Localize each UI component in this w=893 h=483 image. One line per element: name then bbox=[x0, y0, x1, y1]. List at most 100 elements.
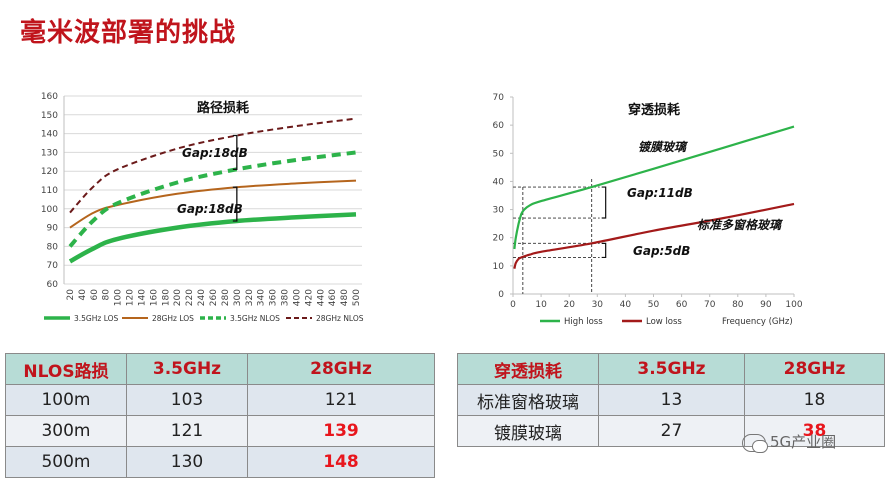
x-tick-label: 30 bbox=[592, 300, 604, 310]
x-tick-label: 300 bbox=[233, 289, 243, 306]
nlos-table: NLOS路损 3.5GHz 28GHz 100m 103 121 300m 12… bbox=[5, 353, 435, 478]
table-cell: 103 bbox=[126, 384, 248, 416]
x-tick-label: 60 bbox=[90, 289, 100, 301]
table-cell: 100m bbox=[5, 384, 127, 416]
table-header-cell: NLOS路损 bbox=[5, 353, 127, 385]
chart-title: 穿透损耗 bbox=[628, 102, 680, 118]
table-row: 镀膜玻璃 27 38 bbox=[457, 415, 885, 447]
table-cell: 300m bbox=[5, 415, 127, 447]
table-cell-highlight: 148 bbox=[247, 446, 435, 478]
x-tick-label: 60 bbox=[676, 300, 688, 310]
series-line bbox=[69, 179, 357, 229]
y-tick-label: 140 bbox=[41, 130, 58, 140]
legend-label: 3.5GHz NLOS bbox=[230, 314, 280, 323]
x-tick-label: 10 bbox=[535, 300, 547, 310]
x-tick-label: 400 bbox=[292, 289, 302, 306]
table-header-cell: 3.5GHz bbox=[126, 353, 248, 385]
y-tick-label: 110 bbox=[41, 186, 58, 196]
x-tick-label: 0 bbox=[510, 300, 516, 310]
penetration-table: 穿透损耗 3.5GHz 28GHz 标准窗格玻璃 13 18 镀膜玻璃 27 3… bbox=[457, 353, 885, 447]
x-tick-label: 40 bbox=[620, 300, 632, 310]
watermark: 5G产业圈 bbox=[742, 431, 837, 453]
gap-bracket bbox=[232, 186, 238, 222]
series-line bbox=[513, 125, 795, 250]
y-tick-label: 70 bbox=[47, 261, 59, 271]
x-tick-label: 70 bbox=[704, 300, 716, 310]
gap-annotation: Gap:5dB bbox=[633, 244, 690, 258]
x-tick-label: 240 bbox=[197, 289, 207, 306]
x-tick-label: 340 bbox=[257, 289, 267, 306]
x-tick-label: 320 bbox=[245, 289, 255, 306]
gap-annotation: Gap:11dB bbox=[627, 186, 693, 200]
x-tick-label: 40 bbox=[78, 289, 88, 301]
gap-bracket bbox=[232, 134, 238, 170]
y-tick-label: 150 bbox=[41, 111, 58, 121]
x-tick-label: 380 bbox=[281, 289, 291, 306]
table-cell: 500m bbox=[5, 446, 127, 478]
x-tick-label: 50 bbox=[648, 300, 660, 310]
y-tick-label: 70 bbox=[493, 93, 505, 103]
table-row: 500m 130 148 bbox=[5, 446, 435, 478]
series-line bbox=[69, 117, 357, 214]
table-header-cell: 穿透损耗 bbox=[457, 353, 599, 385]
x-tick-label: 100 bbox=[785, 300, 802, 310]
table-row: 100m 103 121 bbox=[5, 384, 435, 416]
table-cell: 18 bbox=[744, 384, 885, 416]
table-cell: 27 bbox=[598, 415, 745, 447]
legend-label: 28GHz LOS bbox=[152, 314, 194, 323]
legend-label: Low loss bbox=[646, 317, 682, 327]
table-cell: 标准窗格玻璃 bbox=[457, 384, 599, 416]
y-tick-label: 60 bbox=[47, 280, 59, 290]
y-tick-label: 120 bbox=[41, 167, 58, 177]
y-tick-label: 130 bbox=[41, 148, 58, 158]
gap-bracket bbox=[601, 186, 607, 219]
y-tick-label: 60 bbox=[493, 121, 505, 131]
x-tick-label: 140 bbox=[137, 289, 147, 306]
y-tick-label: 90 bbox=[47, 224, 59, 234]
table-header-row: NLOS路损 3.5GHz 28GHz bbox=[5, 353, 435, 385]
table-cell: 121 bbox=[126, 415, 248, 447]
x-tick-label: 460 bbox=[328, 289, 338, 306]
y-tick-label: 20 bbox=[493, 234, 505, 244]
x-tick-label: 160 bbox=[149, 289, 159, 306]
table-header-row: 穿透损耗 3.5GHz 28GHz bbox=[457, 353, 885, 385]
series-annotation: 镀膜玻璃 bbox=[638, 140, 688, 154]
legend-label: 28GHz NLOS bbox=[316, 314, 364, 323]
table-cell: 13 bbox=[598, 384, 745, 416]
gap-annotation: Gap:18dB bbox=[177, 202, 243, 216]
x-axis-label: Frequency (GHz) bbox=[722, 317, 793, 327]
x-tick-label: 80 bbox=[732, 300, 744, 310]
table-header-cell: 28GHz bbox=[744, 353, 885, 385]
series-annotation: 标准多窗格玻璃 bbox=[697, 218, 783, 232]
x-tick-label: 280 bbox=[221, 289, 231, 306]
x-tick-label: 20 bbox=[66, 289, 76, 301]
series-line bbox=[513, 202, 795, 269]
y-tick-label: 10 bbox=[493, 262, 505, 272]
table-cell: 121 bbox=[247, 384, 435, 416]
watermark-text: 5G产业圈 bbox=[770, 433, 837, 451]
x-tick-label: 180 bbox=[161, 289, 171, 306]
x-tick-label: 20 bbox=[563, 300, 575, 310]
y-tick-label: 100 bbox=[41, 205, 58, 215]
y-tick-label: 0 bbox=[498, 290, 504, 300]
x-tick-label: 420 bbox=[304, 289, 314, 306]
x-tick-label: 200 bbox=[173, 289, 183, 306]
table-cell-highlight: 139 bbox=[247, 415, 435, 447]
x-tick-label: 220 bbox=[185, 289, 195, 306]
x-tick-label: 100 bbox=[114, 289, 124, 306]
series-line bbox=[68, 212, 357, 264]
x-tick-label: 80 bbox=[102, 289, 112, 301]
table-cell: 130 bbox=[126, 446, 248, 478]
table-header-cell: 3.5GHz bbox=[598, 353, 745, 385]
x-tick-label: 120 bbox=[126, 289, 136, 306]
page-title: 毫米波部署的挑战 bbox=[20, 18, 237, 48]
series-line bbox=[68, 150, 357, 248]
legend-label: High loss bbox=[564, 317, 603, 327]
y-tick-label: 50 bbox=[493, 149, 505, 159]
chart-title: 路径损耗 bbox=[197, 100, 249, 116]
table-row: 300m 121 139 bbox=[5, 415, 435, 447]
table-header-cell: 28GHz bbox=[247, 353, 435, 385]
gap-bracket bbox=[601, 242, 607, 259]
wechat-icon bbox=[742, 433, 768, 453]
